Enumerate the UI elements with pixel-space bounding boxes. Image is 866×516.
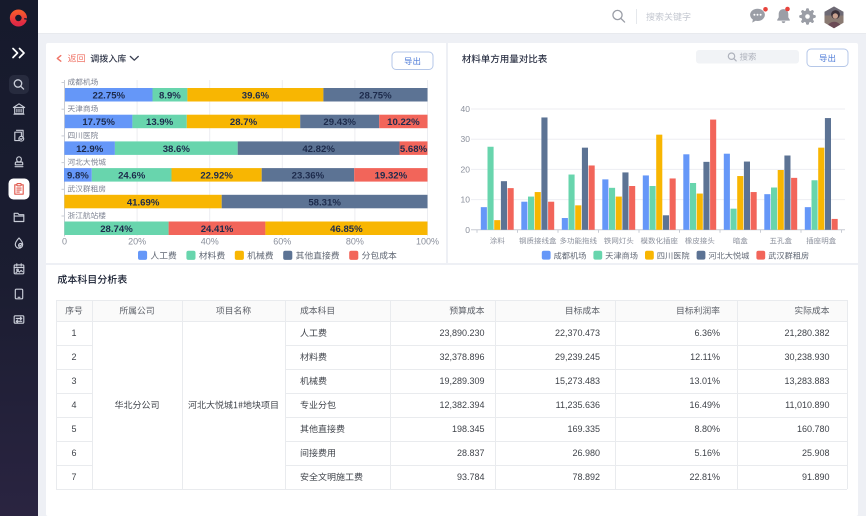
svg-text:22.92%: 22.92%	[200, 171, 233, 182]
svg-text:11,235.636: 11,235.636	[556, 400, 600, 410]
svg-text:9.8%: 9.8%	[67, 171, 89, 182]
svg-text:100%: 100%	[416, 237, 439, 247]
svg-text:5: 5	[71, 424, 76, 434]
svg-text:17.75%: 17.75%	[82, 117, 115, 128]
svg-text:80%: 80%	[346, 237, 364, 247]
svg-text:32,378.896: 32,378.896	[439, 352, 484, 362]
svg-text:10: 10	[461, 195, 471, 205]
svg-text:0: 0	[465, 225, 470, 235]
svg-text:30,238.930: 30,238.930	[784, 352, 829, 362]
svg-text:58.31%: 58.31%	[308, 197, 341, 208]
svg-text:22.75%: 22.75%	[93, 91, 126, 102]
svg-text:6: 6	[71, 448, 76, 458]
svg-text:93.784: 93.784	[457, 472, 485, 482]
svg-text:28.74%: 28.74%	[100, 224, 133, 235]
svg-text:8.9%: 8.9%	[159, 91, 181, 102]
svg-text:13.01%: 13.01%	[689, 376, 720, 386]
svg-text:40: 40	[461, 104, 471, 114]
svg-text:78.892: 78.892	[572, 472, 600, 482]
svg-text:169.335: 169.335	[567, 424, 600, 434]
svg-text:5.16%: 5.16%	[694, 448, 720, 458]
svg-text:19,289.309: 19,289.309	[439, 376, 484, 386]
svg-text:4: 4	[71, 400, 76, 410]
svg-text:42.82%: 42.82%	[302, 144, 335, 155]
svg-text:46.85%: 46.85%	[330, 224, 363, 235]
svg-text:20%: 20%	[128, 237, 146, 247]
svg-text:12.9%: 12.9%	[76, 144, 104, 155]
svg-text:38.6%: 38.6%	[163, 144, 191, 155]
svg-text:1: 1	[71, 328, 76, 338]
svg-text:41.69%: 41.69%	[127, 197, 160, 208]
svg-text:0: 0	[62, 237, 67, 247]
svg-text:5.68%: 5.68%	[400, 144, 428, 155]
svg-text:198.345: 198.345	[452, 424, 485, 434]
svg-text:23,890.230: 23,890.230	[439, 328, 484, 338]
svg-text:28.75%: 28.75%	[359, 91, 392, 102]
svg-text:21,280.382: 21,280.382	[784, 328, 829, 338]
svg-text:39.6%: 39.6%	[242, 91, 270, 102]
svg-text:91.890: 91.890	[802, 472, 830, 482]
svg-text:13,283.883: 13,283.883	[784, 376, 829, 386]
svg-text:20: 20	[461, 164, 471, 174]
svg-text:28.7%: 28.7%	[230, 117, 258, 128]
svg-text:29.43%: 29.43%	[323, 117, 356, 128]
svg-text:13.9%: 13.9%	[146, 117, 174, 128]
svg-text:24.6%: 24.6%	[118, 171, 146, 182]
svg-text:29,239.245: 29,239.245	[555, 352, 600, 362]
svg-text:23.36%: 23.36%	[292, 171, 325, 182]
svg-text:160.780: 160.780	[797, 424, 830, 434]
svg-text:19.32%: 19.32%	[375, 171, 408, 182]
svg-text:16.49%: 16.49%	[689, 400, 720, 410]
svg-text:10.22%: 10.22%	[387, 117, 420, 128]
svg-text:30: 30	[461, 134, 471, 144]
svg-text:60%: 60%	[273, 237, 291, 247]
svg-text:22.81%: 22.81%	[689, 472, 720, 482]
svg-text:15,273.483: 15,273.483	[555, 376, 600, 386]
svg-text:40%: 40%	[201, 237, 219, 247]
svg-text:25.908: 25.908	[802, 448, 830, 458]
svg-text:6.36%: 6.36%	[694, 328, 720, 338]
svg-text:28.837: 28.837	[457, 448, 485, 458]
svg-text:11,010.890: 11,010.890	[785, 400, 829, 410]
svg-text:3: 3	[71, 376, 76, 386]
svg-text:12.11%: 12.11%	[690, 352, 720, 362]
svg-text:24.41%: 24.41%	[201, 224, 234, 235]
svg-text:26.980: 26.980	[572, 448, 600, 458]
svg-text:2: 2	[71, 352, 76, 362]
svg-text:8.80%: 8.80%	[694, 424, 720, 434]
svg-text:7: 7	[71, 472, 76, 482]
svg-text:12,382.394: 12,382.394	[439, 400, 484, 410]
svg-text:22,370.473: 22,370.473	[555, 328, 600, 338]
